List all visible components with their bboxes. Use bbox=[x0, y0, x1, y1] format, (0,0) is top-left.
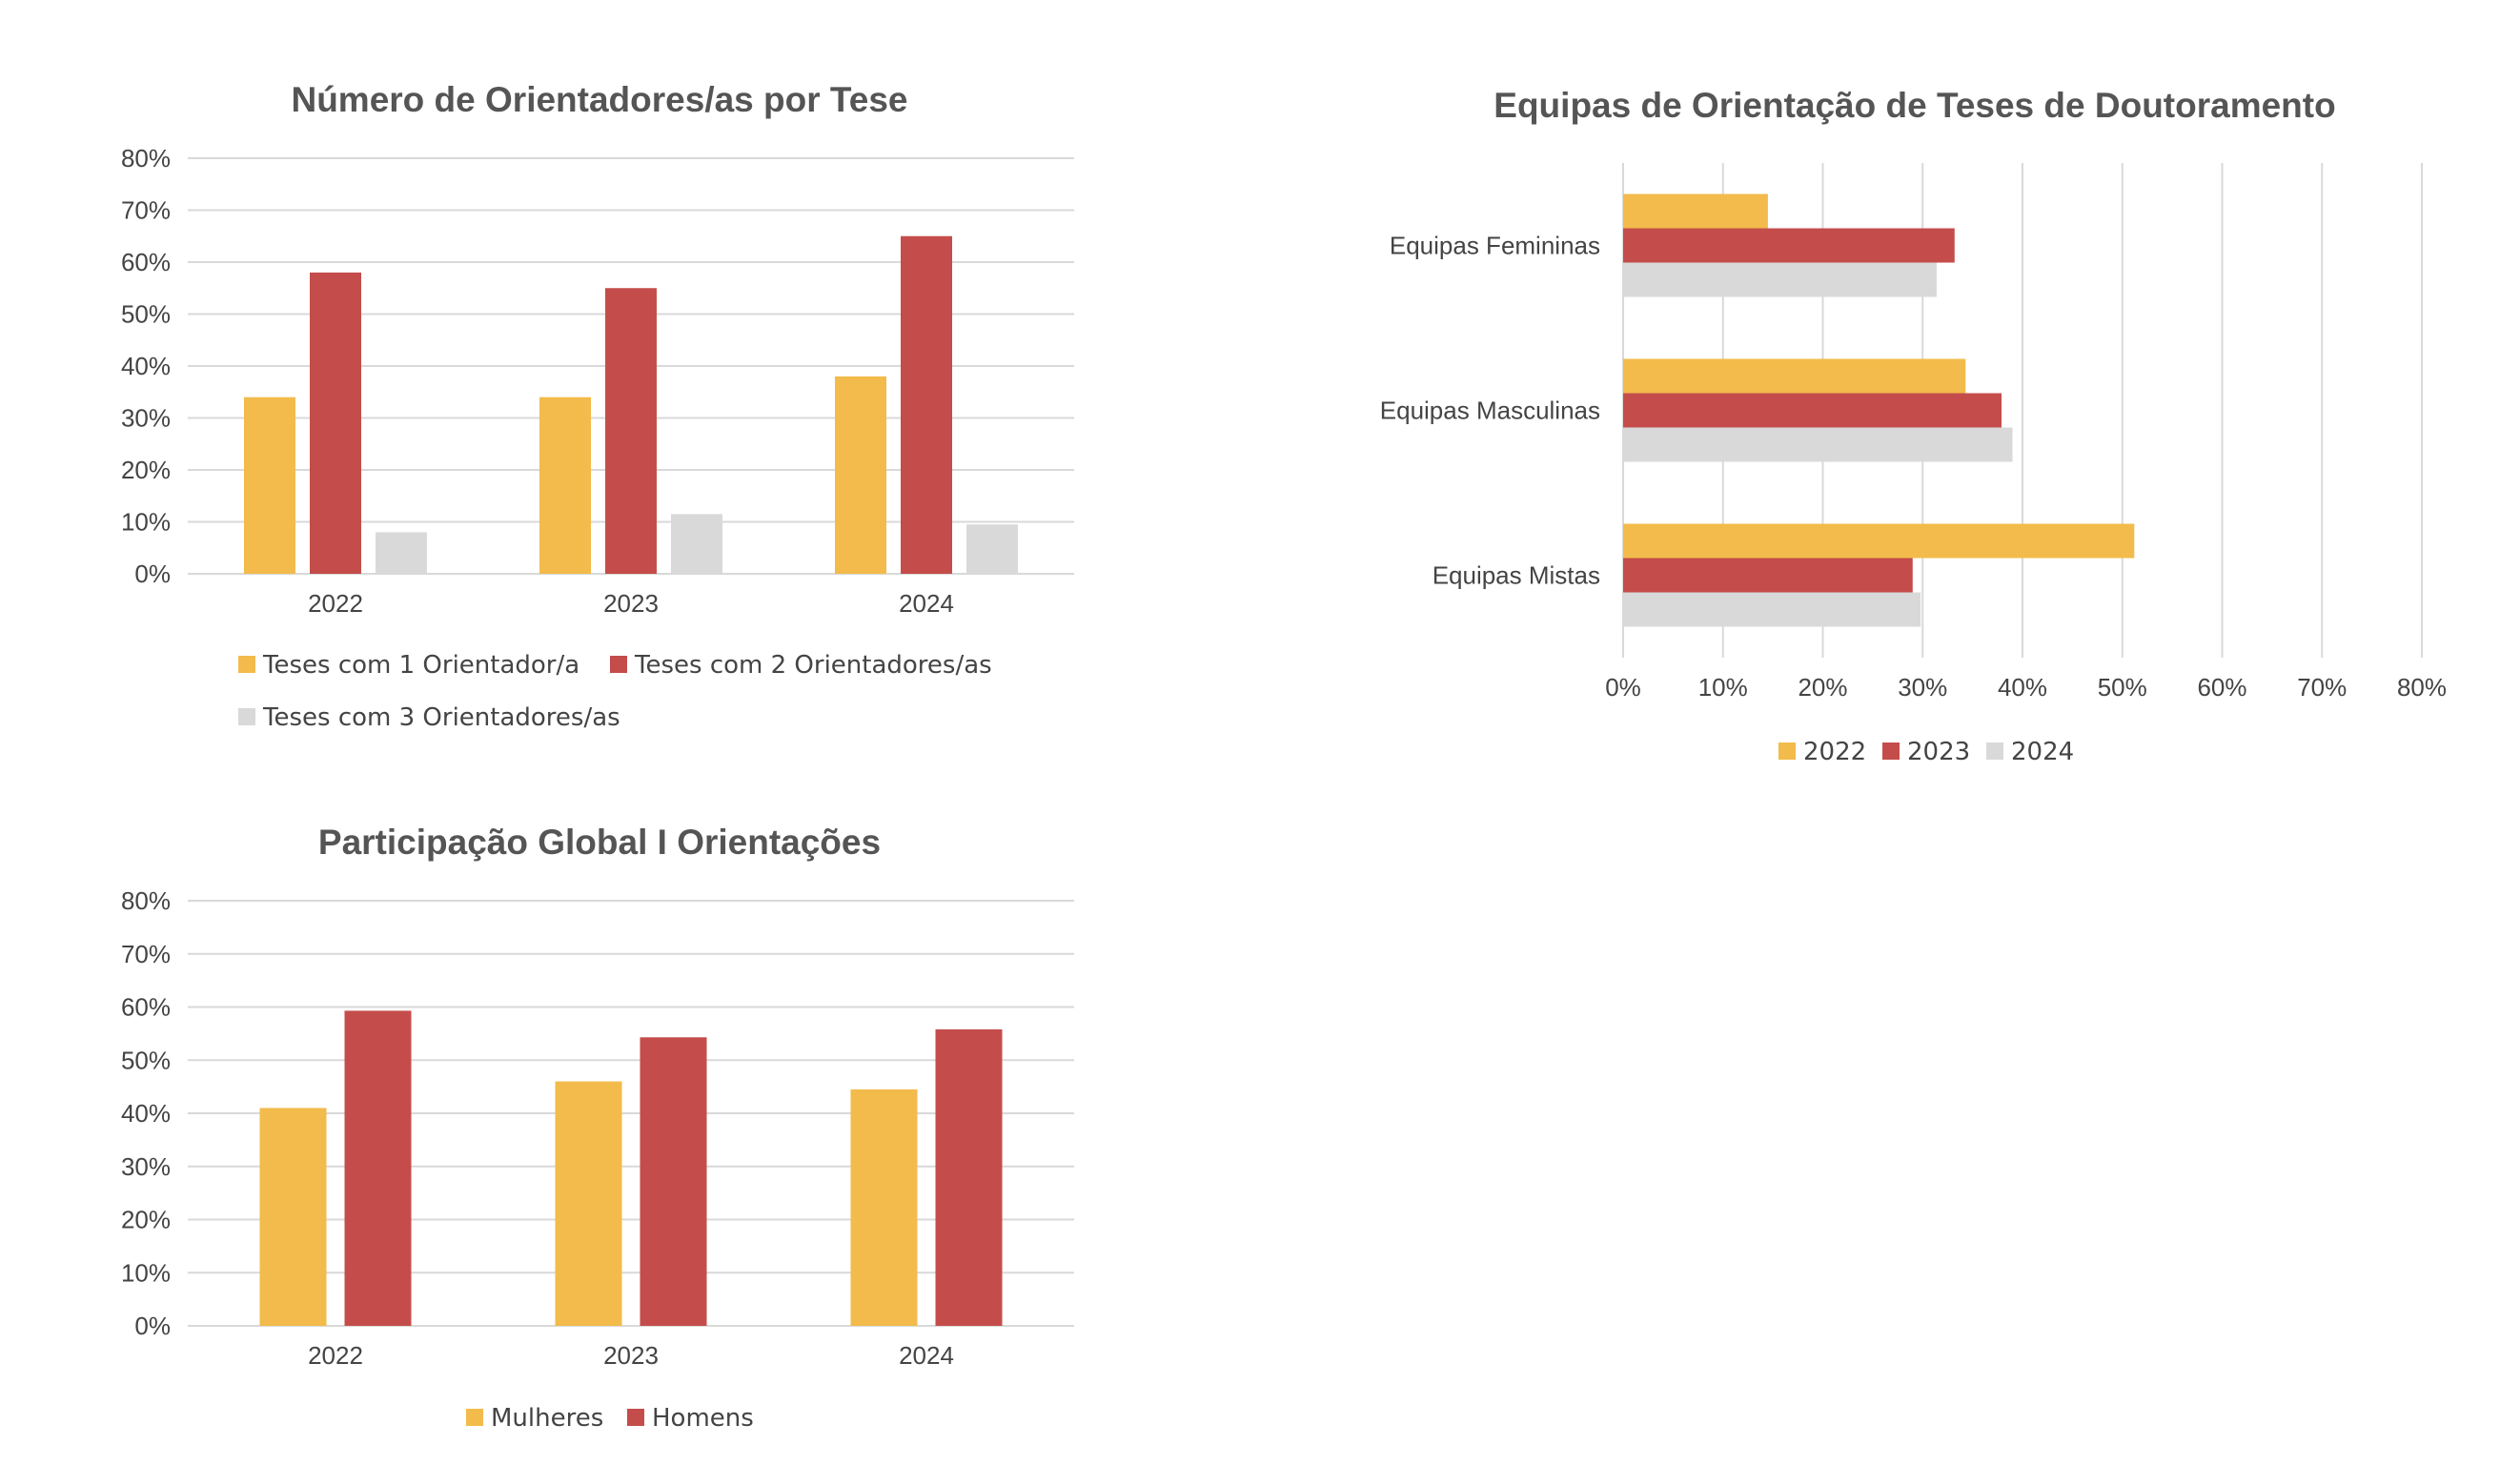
legend-label: 2023 bbox=[1907, 738, 1970, 766]
legend-swatch bbox=[1778, 743, 1796, 760]
legend-swatch bbox=[1986, 743, 2003, 760]
y-tick-label: 30% bbox=[121, 1152, 171, 1181]
bar-teses-com-1-orientador-a-2022 bbox=[244, 397, 295, 574]
legend-label: 2022 bbox=[1803, 738, 1866, 766]
chart-equipas-orientacao: Equipas de Orientação de Teses de Doutor… bbox=[1380, 86, 2447, 766]
y-tick-label: Equipas Femininas bbox=[1390, 232, 1600, 260]
x-tick-label: 70% bbox=[2297, 673, 2347, 702]
bar-2024-equipas-mistas bbox=[1623, 592, 1921, 627]
bar-teses-com-2-orientadores-as-2024 bbox=[901, 235, 952, 574]
y-tick-label: 40% bbox=[121, 1099, 171, 1128]
bar-teses-com-2-orientadores-as-2023 bbox=[605, 288, 657, 574]
bar-2024-equipas-masculinas bbox=[1623, 427, 2013, 462]
bar-2022-equipas-masculinas bbox=[1623, 358, 1966, 394]
x-tick-label: 2024 bbox=[899, 589, 954, 618]
chart-1-title: Número de Orientadores/as por Tese bbox=[291, 80, 907, 119]
y-tick-label: 70% bbox=[121, 940, 171, 968]
y-tick-label: 50% bbox=[121, 300, 171, 329]
y-tick-label: 70% bbox=[121, 196, 171, 225]
legend-label: Teses com 1 Orientador/a bbox=[262, 651, 579, 680]
x-tick-label: 40% bbox=[1998, 673, 2047, 702]
chart-orientadores-por-tese: Número de Orientadores/as por Tese 0% 10%… bbox=[121, 80, 1074, 732]
y-tick-label: 20% bbox=[121, 1206, 171, 1234]
y-tick-label: 60% bbox=[121, 248, 171, 276]
x-tick-label: 2022 bbox=[308, 1341, 363, 1370]
legend-swatch bbox=[627, 1409, 644, 1426]
bar-2022-equipas-mistas bbox=[1623, 523, 2135, 559]
x-tick-label: 20% bbox=[1798, 673, 1847, 702]
bar-teses-com-3-orientadores-as-2022 bbox=[376, 532, 427, 574]
bar-teses-com-2-orientadores-as-2022 bbox=[310, 272, 361, 574]
legend-swatch bbox=[238, 656, 255, 673]
x-tick-label: 0% bbox=[1605, 673, 1641, 702]
y-tick-label: 0% bbox=[134, 1312, 171, 1340]
x-tick-label: 30% bbox=[1898, 673, 1947, 702]
legend-label: Teses com 2 Orientadores/as bbox=[634, 651, 992, 680]
chart-2-title: Equipas de Orientação de Teses de Doutor… bbox=[1494, 86, 2335, 125]
bar-homens-2024 bbox=[935, 1028, 1003, 1326]
bar-teses-com-3-orientadores-as-2024 bbox=[966, 524, 1018, 574]
bar-mulheres-2022 bbox=[259, 1108, 327, 1326]
y-tick-label: 40% bbox=[121, 352, 171, 380]
bar-homens-2023 bbox=[640, 1037, 707, 1326]
chart-participacao-global: Participação Global I Orientações 0% 10% 2… bbox=[121, 823, 1074, 1433]
y-tick-label: 30% bbox=[121, 404, 171, 433]
bar-teses-com-3-orientadores-as-2023 bbox=[671, 514, 722, 574]
bar-mulheres-2023 bbox=[555, 1081, 622, 1326]
x-tick-label: 80% bbox=[2397, 673, 2447, 702]
bar-2023-equipas-masculinas bbox=[1623, 393, 2002, 428]
y-tick-label: Equipas Masculinas bbox=[1380, 397, 1600, 425]
bar-2022-equipas-femininas bbox=[1623, 193, 1768, 229]
bar-2023-equipas-mistas bbox=[1623, 558, 1913, 593]
y-tick-label: 10% bbox=[121, 508, 171, 537]
chart-3-title: Participação Global I Orientações bbox=[318, 823, 881, 862]
y-tick-label: 60% bbox=[121, 993, 171, 1022]
y-tick-label: 20% bbox=[121, 456, 171, 484]
legend-label: Homens bbox=[652, 1404, 754, 1433]
legend-swatch bbox=[466, 1409, 483, 1426]
legend-label: Mulheres bbox=[491, 1404, 603, 1433]
legend-swatch bbox=[238, 708, 255, 725]
bar-2024-equipas-femininas bbox=[1623, 262, 1937, 297]
bar-teses-com-1-orientador-a-2024 bbox=[835, 376, 886, 574]
x-tick-label: 60% bbox=[2197, 673, 2246, 702]
y-tick-label: 50% bbox=[121, 1046, 171, 1074]
y-tick-label: Equipas Mistas bbox=[1433, 561, 1600, 590]
x-tick-label: 10% bbox=[1698, 673, 1748, 702]
x-tick-label: 2023 bbox=[603, 1341, 659, 1370]
y-tick-label: 80% bbox=[121, 886, 171, 915]
legend-label: Teses com 3 Orientadores/as bbox=[262, 703, 620, 732]
bar-2023-equipas-femininas bbox=[1623, 228, 1955, 263]
legend-swatch bbox=[610, 656, 627, 673]
y-tick-label: 10% bbox=[121, 1258, 171, 1287]
legend-label: 2024 bbox=[2011, 738, 2074, 766]
bar-homens-2022 bbox=[344, 1010, 412, 1326]
x-tick-label: 2022 bbox=[308, 589, 363, 618]
x-tick-label: 2024 bbox=[899, 1341, 954, 1370]
y-tick-label: 80% bbox=[121, 144, 171, 173]
bar-mulheres-2024 bbox=[850, 1089, 918, 1326]
bar-teses-com-1-orientador-a-2023 bbox=[539, 397, 591, 574]
x-tick-label: 50% bbox=[2098, 673, 2147, 702]
x-tick-label: 2023 bbox=[603, 589, 659, 618]
legend-swatch bbox=[1882, 743, 1900, 760]
y-tick-label: 0% bbox=[134, 560, 171, 588]
